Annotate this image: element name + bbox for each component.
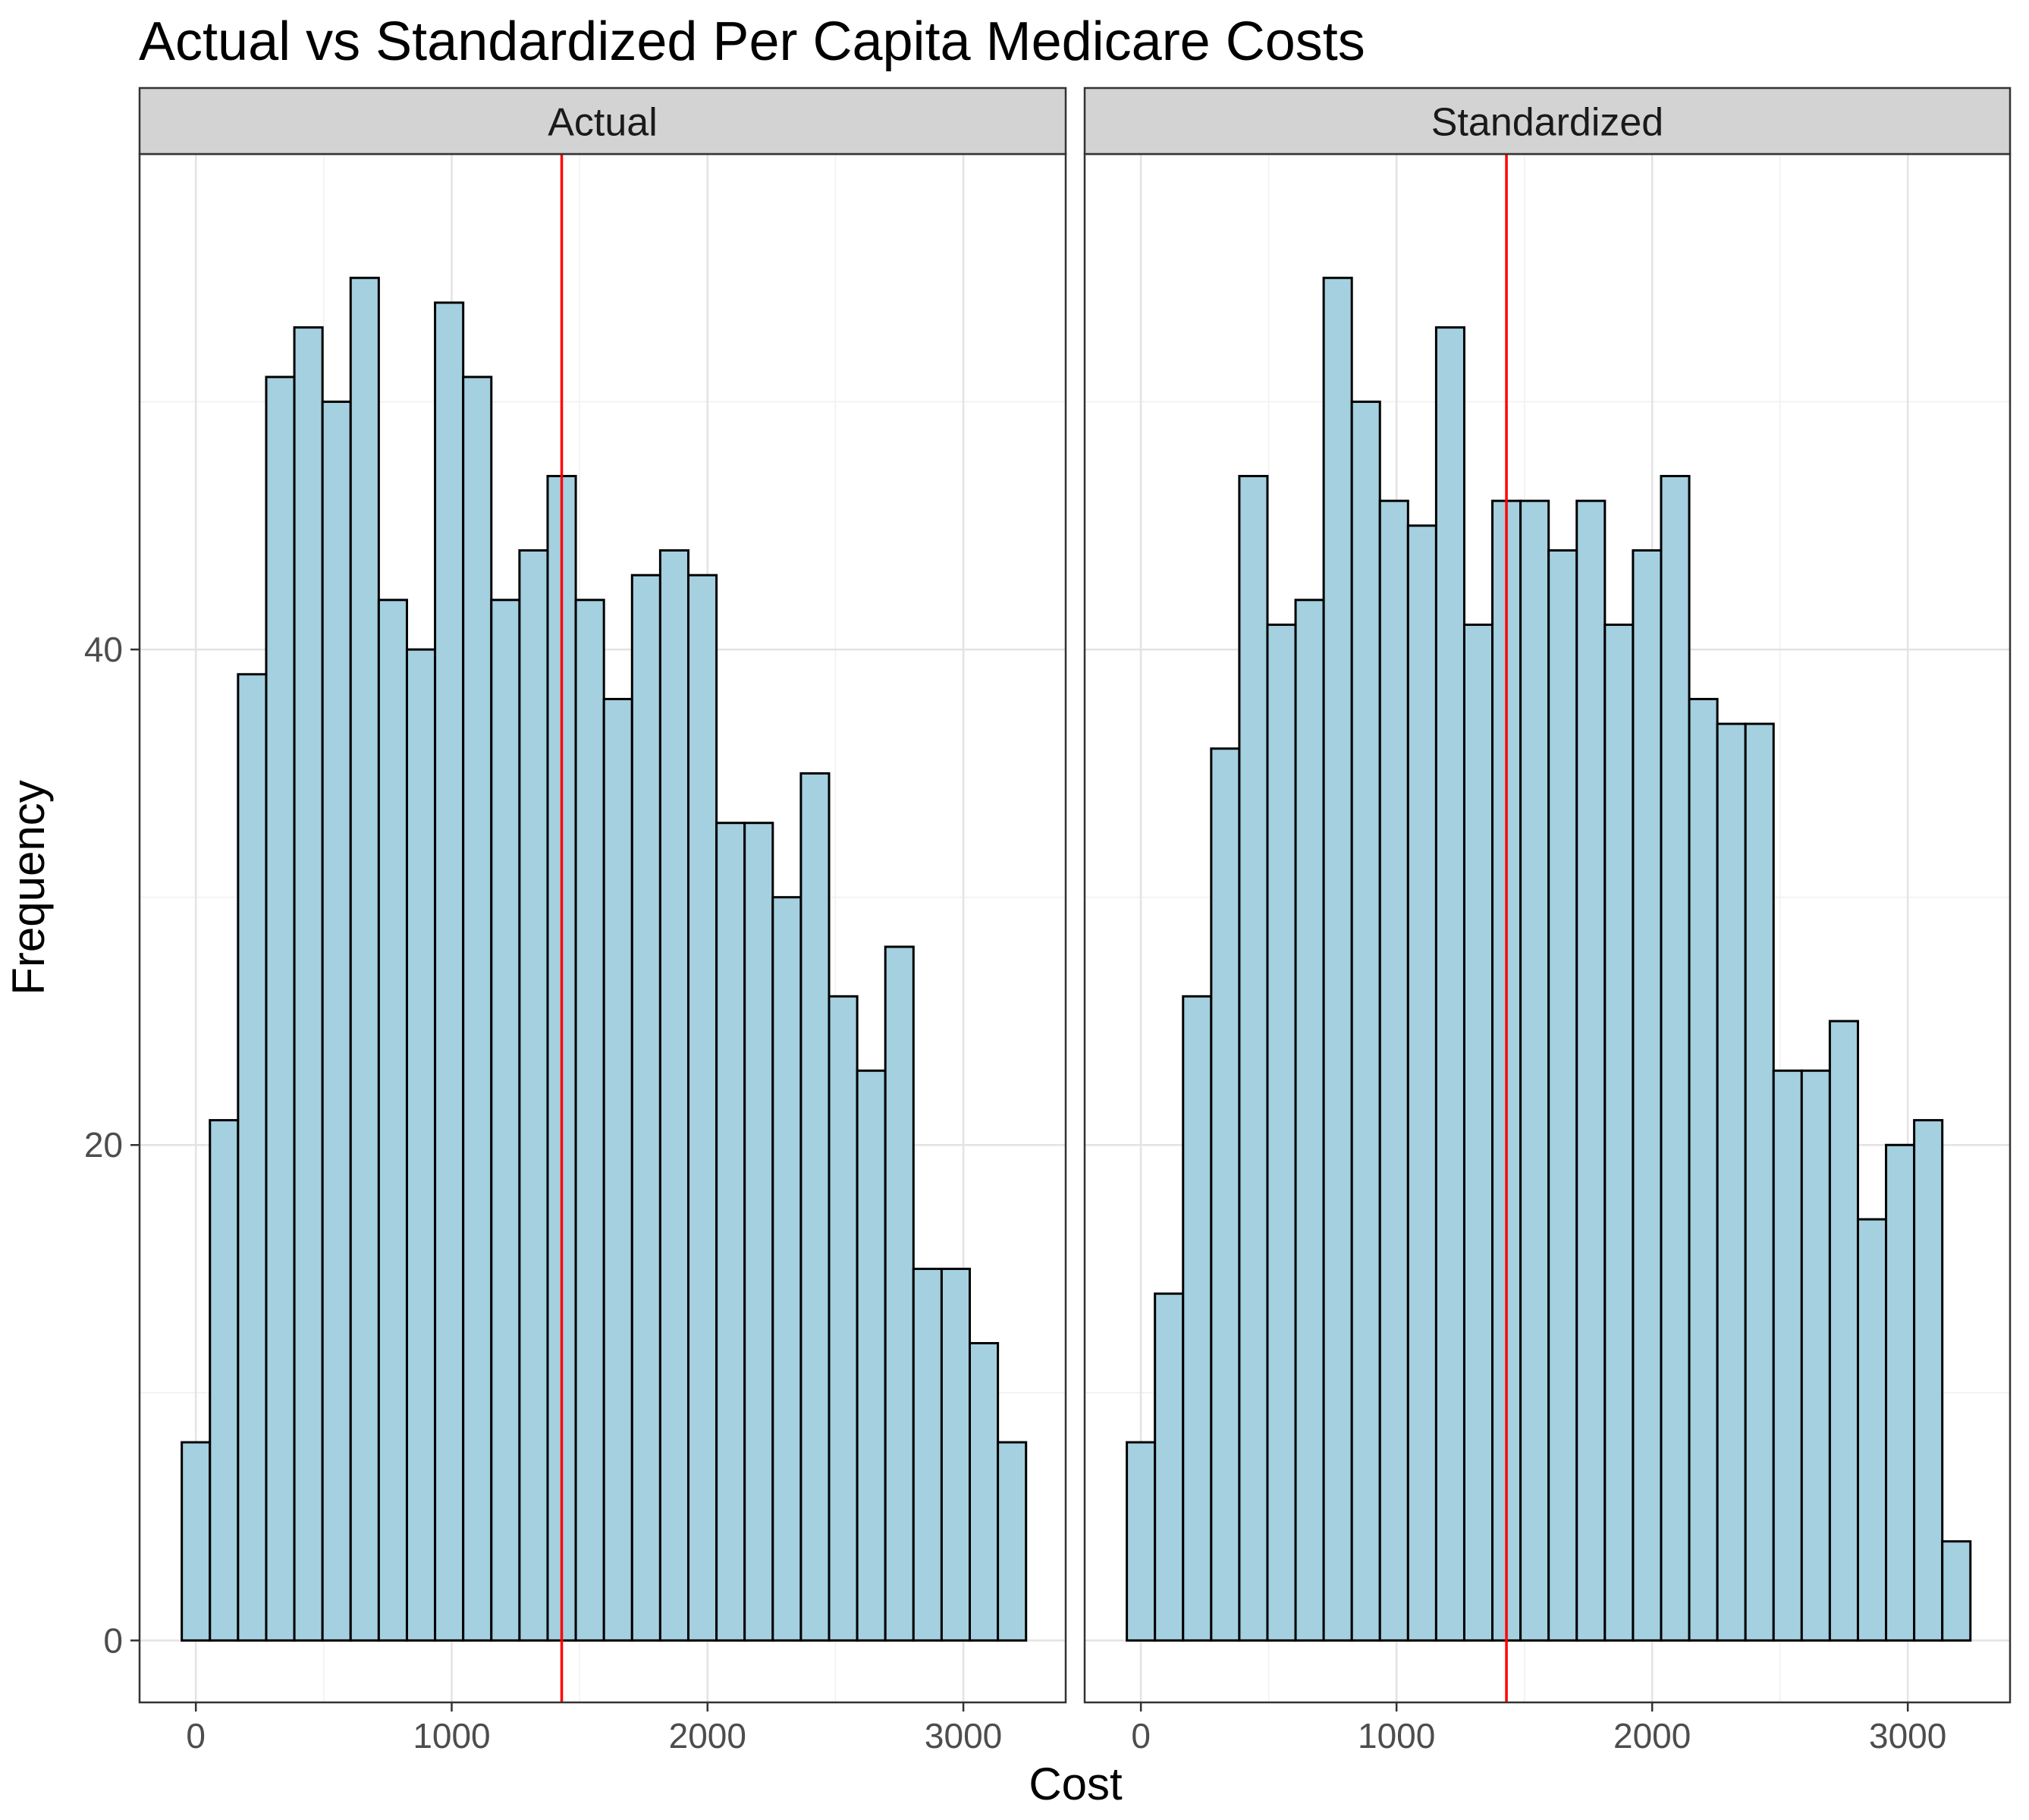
histogram-bar [405, 648, 437, 1642]
histogram-bar [434, 301, 465, 1642]
histogram-bar [181, 1441, 212, 1642]
panel-actual: Actual 0 1000 2000 3000 0 20 40 [84, 86, 1067, 1756]
histogram-bar [1885, 1143, 1916, 1642]
histogram-bar [828, 995, 859, 1642]
histogram-bar [1238, 475, 1269, 1642]
histogram-bar [1744, 722, 1775, 1642]
facet-strip-label: Standardized [1431, 101, 1663, 145]
histogram-bar [799, 772, 831, 1642]
histogram-bar [1210, 747, 1241, 1642]
facet-strip [138, 86, 1067, 156]
histogram-bar [771, 896, 802, 1642]
x-tick-label: 2000 [1613, 1716, 1691, 1756]
histogram-bar [686, 574, 718, 1642]
histogram-bar [1772, 1069, 1803, 1642]
histogram-bar [1603, 623, 1635, 1642]
histogram-bar [884, 945, 915, 1642]
histogram-bar [940, 1268, 972, 1642]
x-tick-label: 3000 [1869, 1716, 1946, 1756]
histogram-bar [1294, 599, 1325, 1642]
histogram-bar [1632, 549, 1663, 1642]
histogram-bar [1350, 401, 1381, 1642]
histogram-bar [969, 1341, 1000, 1642]
histogram-bar [349, 276, 380, 1642]
histogram-bar [462, 376, 493, 1642]
histogram-bar [1322, 276, 1353, 1642]
panel-standardized: Standardized 0 1000 2000 3000 [1083, 86, 2012, 1756]
y-tick-label: 40 [84, 630, 123, 669]
histogram-bar [209, 1119, 240, 1642]
histogram-bar [1462, 623, 1494, 1642]
facet-strip-label: Actual [548, 101, 658, 145]
chart-title: Actual vs Standardized Per Capita Medica… [139, 11, 1365, 72]
histogram-bar [630, 574, 661, 1642]
histogram-bar [265, 376, 296, 1642]
panels-layer: Actual 0 1000 2000 3000 0 20 40 Standardized 0 100… [84, 86, 2012, 1756]
histogram-bar [1126, 1441, 1157, 1642]
x-tick-label: 1000 [1358, 1716, 1435, 1756]
x-tick-label: 1000 [413, 1716, 490, 1756]
histogram-bar [1154, 1292, 1185, 1642]
y-tick-label: 20 [84, 1125, 123, 1165]
histogram-bar [574, 599, 605, 1642]
histogram-bar [293, 326, 324, 1642]
histogram-bar [1182, 995, 1213, 1642]
y-tick-label: 0 [103, 1620, 123, 1660]
histogram-bar [1378, 499, 1409, 1642]
x-tick-label: 2000 [669, 1716, 746, 1756]
histogram-bar [1406, 524, 1437, 1642]
x-tick-label: 3000 [925, 1716, 1002, 1756]
histogram-bar [377, 599, 408, 1642]
histogram-bar [1660, 475, 1691, 1642]
histogram-bar [743, 822, 774, 1642]
histogram-bar [1913, 1119, 1944, 1642]
y-axis-label: Frequency [3, 780, 54, 995]
x-tick-label: 0 [1131, 1716, 1151, 1756]
histogram-bar [1941, 1540, 1972, 1642]
histogram-bar [997, 1441, 1028, 1642]
histogram-bar [856, 1069, 887, 1642]
histogram-bar [1434, 326, 1465, 1642]
histogram-bar [1800, 1069, 1831, 1642]
histogram-bar [1519, 499, 1550, 1642]
histogram-bar [1266, 623, 1297, 1642]
histogram-bar [1547, 549, 1578, 1642]
histogram-bar [658, 549, 689, 1642]
histogram-bar [237, 673, 268, 1642]
histogram-bar [715, 822, 746, 1642]
histogram-bar [1828, 1020, 1859, 1642]
histogram-bar [1716, 722, 1747, 1642]
histogram-bar [1688, 697, 1719, 1642]
x-tick-label: 0 [186, 1716, 206, 1756]
facet-strip [1083, 86, 2012, 156]
histogram-bar [518, 549, 549, 1642]
histogram-bar [602, 697, 633, 1642]
histogram-bar [1575, 499, 1607, 1642]
histogram-bar [321, 401, 352, 1642]
histogram-bar [490, 599, 521, 1642]
histogram-bar [1856, 1218, 1888, 1642]
histogram-bar [912, 1268, 943, 1642]
x-axis-label: Cost [1029, 1759, 1123, 1809]
